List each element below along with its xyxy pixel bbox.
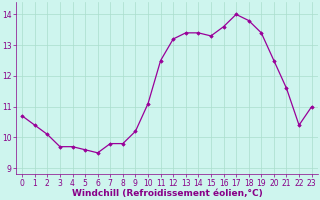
X-axis label: Windchill (Refroidissement éolien,°C): Windchill (Refroidissement éolien,°C) — [72, 189, 262, 198]
